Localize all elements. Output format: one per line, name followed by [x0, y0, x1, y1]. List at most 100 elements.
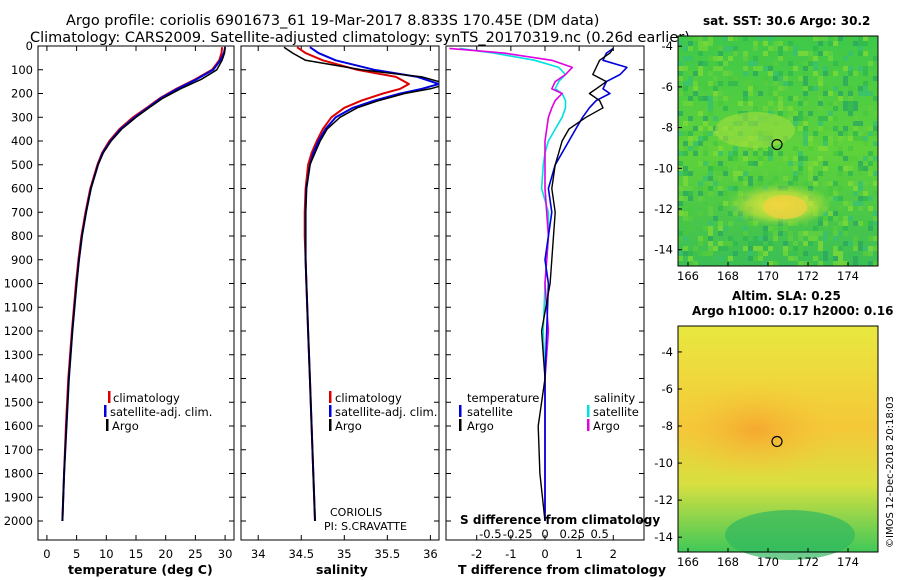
sst-pixel — [843, 201, 848, 206]
sst-pixel — [768, 86, 773, 91]
sst-pixel — [698, 51, 703, 56]
sst-pixel — [688, 136, 693, 141]
sst-pixel — [848, 86, 853, 91]
sst-pixel — [833, 126, 838, 131]
sst-pixel — [683, 121, 688, 126]
difference-t-satellite-line — [544, 47, 628, 521]
sst-pixel — [758, 91, 763, 96]
sst-pixel — [863, 91, 868, 96]
sst-pixel — [763, 151, 768, 156]
sst-pixel — [828, 91, 833, 96]
sst-pixel — [823, 161, 828, 166]
sst-pixel — [773, 111, 778, 116]
sst-pixel — [843, 56, 848, 61]
sst-pixel — [813, 66, 818, 71]
sst-pixel — [783, 226, 788, 231]
sst-pixel — [733, 146, 738, 151]
sst-pixel — [703, 236, 708, 241]
sst-pixel — [703, 176, 708, 181]
sst-pixel — [718, 91, 723, 96]
sst-pixel — [768, 246, 773, 251]
sst-pixel — [838, 231, 843, 236]
sst-pixel — [853, 41, 858, 46]
sst-pixel — [748, 101, 753, 106]
sst-pixel — [748, 151, 753, 156]
sst-pixel — [853, 261, 858, 266]
sst-pixel — [763, 76, 768, 81]
sst-upper-warm — [715, 112, 795, 148]
legend-swatch-argo — [106, 419, 109, 431]
sst-pixel — [688, 101, 693, 106]
depth-tick-label: 900 — [11, 253, 33, 267]
sst-pixel — [803, 121, 808, 126]
sst-pixel — [708, 41, 713, 46]
temperature-argo-line — [61, 47, 226, 522]
sst-pixel — [838, 146, 843, 151]
sst-pixel — [688, 121, 693, 126]
depth-tick-label: 1600 — [4, 419, 33, 433]
sst-pixel — [838, 176, 843, 181]
sst-pixel — [813, 161, 818, 166]
sst-pixel — [688, 191, 693, 196]
sst-pixel — [838, 211, 843, 216]
sst-pixel — [708, 231, 713, 236]
sst-pixel — [713, 181, 718, 186]
salinity-legend: climatology satellite-adj. clim. Argo — [329, 391, 437, 433]
sst-pixel — [848, 106, 853, 111]
legend-swatch-argo-salinity — [587, 419, 590, 431]
sst-pixel — [773, 261, 778, 266]
sst-pixel — [828, 211, 833, 216]
sst-pixel — [708, 106, 713, 111]
sst-pixel — [873, 96, 878, 101]
salinity-x-tick-label: 36 — [423, 547, 438, 561]
sst-pixel — [808, 51, 813, 56]
temperature-x-tick-label: 25 — [188, 547, 203, 561]
sst-pixel — [818, 171, 823, 176]
sst-pixel — [758, 246, 763, 251]
sst-pixel — [763, 66, 768, 71]
sst-pixel — [818, 221, 823, 226]
sst-pixel — [803, 71, 808, 76]
sst-pixel — [838, 91, 843, 96]
sst-pixel — [803, 181, 808, 186]
sst-pixel — [858, 196, 863, 201]
sst-pixel — [768, 51, 773, 56]
sst-pixel — [793, 121, 798, 126]
sst-pixel — [748, 251, 753, 256]
difference-legend-temperature: temperature satellite Argo — [459, 391, 539, 433]
sst-pixel — [748, 241, 753, 246]
sst-pixel — [758, 156, 763, 161]
sst-pixel — [868, 221, 873, 226]
sst-pixel — [688, 46, 693, 51]
sst-pixel — [683, 46, 688, 51]
sst-pixel — [733, 46, 738, 51]
sst-pixel — [793, 136, 798, 141]
sst-pixel — [783, 176, 788, 181]
salinity-argo-line — [283, 46, 439, 522]
sst-pixel — [813, 71, 818, 76]
sst-pixel — [813, 86, 818, 91]
sst-pixel — [858, 201, 863, 206]
sst-pixel — [768, 66, 773, 71]
depth-tick-label: 1100 — [4, 300, 33, 314]
depth-tick-label: 0 — [26, 39, 33, 53]
sst-pixel — [773, 46, 778, 51]
sst-pixel — [838, 141, 843, 146]
depth-axis: 0 100 200 300 400 500 600 700 800 900 1000 1100 1200… — [4, 39, 644, 528]
sst-map-x-tick-label: 168 — [717, 269, 739, 283]
sst-pixel — [868, 246, 873, 251]
sst-pixel — [818, 86, 823, 91]
sst-pixel — [718, 176, 723, 181]
sst-pixel — [753, 241, 758, 246]
sst-pixel — [868, 251, 873, 256]
sst-pixel — [828, 101, 833, 106]
sla-map-x-tick-label: 170 — [757, 555, 779, 569]
sst-pixel — [833, 231, 838, 236]
legend-label-argo: Argo — [112, 419, 139, 433]
sst-pixel — [853, 246, 858, 251]
figure-title-line1: Argo profile: coriolis 6901673_61 19-Mar… — [66, 13, 599, 29]
sst-pixel — [748, 161, 753, 166]
sst-pixel — [698, 46, 703, 51]
sst-pixel — [828, 116, 833, 121]
sst-pixel — [723, 246, 728, 251]
